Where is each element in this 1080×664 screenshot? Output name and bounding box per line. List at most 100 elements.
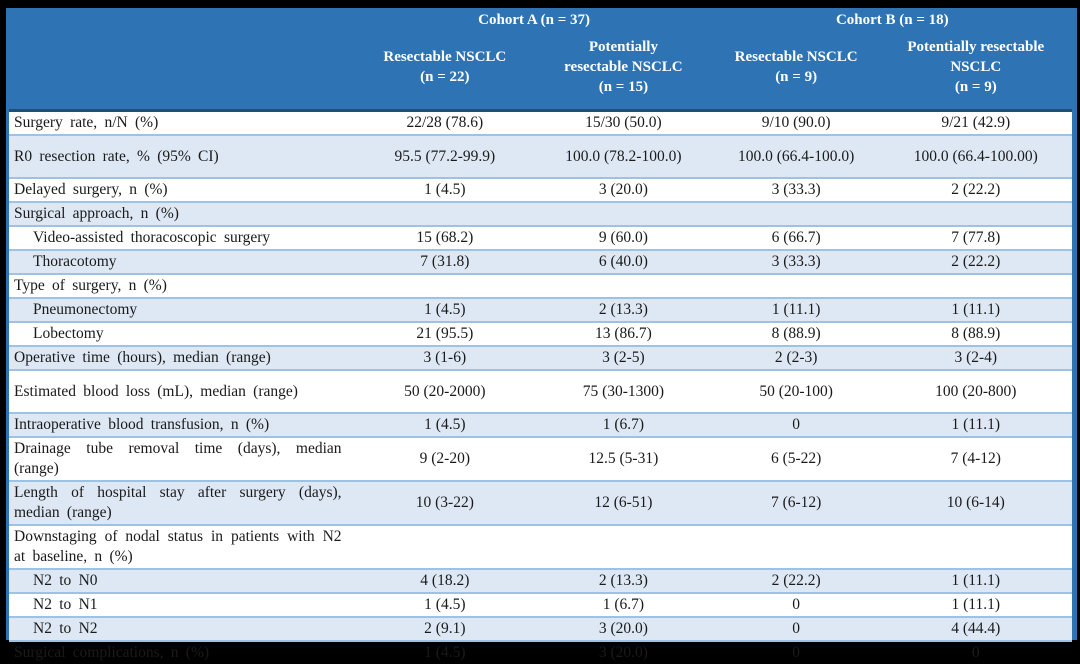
cell-value: 6 (66.7)	[713, 228, 880, 248]
table-row: Surgical approach, n (%)	[9, 201, 1072, 225]
cell-value: 3 (2-5)	[534, 348, 713, 368]
row-label: Thoracotomy	[9, 251, 356, 273]
cell-value: 4 (44.4)	[880, 619, 1072, 639]
cell-value: 7 (31.8)	[356, 252, 535, 272]
cell-value: 100 (20-800)	[880, 382, 1072, 402]
row-label: Surgical approach, n (%)	[9, 203, 356, 225]
cell-value: 1 (11.1)	[880, 300, 1072, 320]
cell-value: 21 (95.5)	[356, 324, 535, 344]
table-row: R0 resection rate, % (95% CI)95.5 (77.2-…	[9, 134, 1072, 177]
cell-value: 1 (11.1)	[880, 571, 1072, 591]
row-label: Type of surgery, n (%)	[9, 275, 356, 297]
row-label: Lobectomy	[9, 323, 356, 345]
cell-value: 12.5 (5-31)	[534, 449, 713, 469]
surgical-outcomes-table: Cohort A (n = 37) Cohort B (n = 18) Rese…	[6, 8, 1077, 640]
row-label: Pneumonectomy	[9, 299, 356, 321]
table-body: Surgery rate, n/N (%)22/28 (78.6)15/30 (…	[9, 112, 1072, 664]
cell-value: 7 (77.8)	[880, 228, 1072, 248]
table-row: Delayed surgery, n (%)1 (4.5)3 (20.0)3 (…	[9, 177, 1072, 201]
column-header-resectable-a: Resectable NSCLC (n = 22)	[356, 47, 535, 87]
table-row: Surgical complications, n (%)1 (4.5)3 (2…	[9, 640, 1072, 664]
row-label: Operative time (hours), median (range)	[9, 347, 356, 369]
cell-value: 13 (86.7)	[534, 324, 713, 344]
cell-value: 3 (1-6)	[356, 348, 535, 368]
cell-value: 75 (30-1300)	[534, 382, 713, 402]
cell-value: 6 (40.0)	[534, 252, 713, 272]
cell-value: 10 (3-22)	[356, 493, 535, 513]
cell-value: 1 (4.5)	[356, 643, 535, 663]
table-row: Length of hospital stay after surgery (d…	[9, 480, 1072, 524]
table-row: Downstaging of nodal status in patients …	[9, 524, 1072, 568]
table-header: Cohort A (n = 37) Cohort B (n = 18) Rese…	[9, 8, 1072, 112]
cell-value: 9 (2-20)	[356, 449, 535, 469]
cell-value: 2 (9.1)	[356, 619, 535, 639]
cell-value: 6 (5-22)	[713, 449, 880, 469]
cell-value: 3 (20.0)	[534, 643, 713, 663]
cell-value: 50 (20-100)	[713, 382, 880, 402]
cell-value: 0	[880, 643, 1072, 663]
cell-value: 15/30 (50.0)	[534, 113, 713, 133]
cell-value: 22/28 (78.6)	[356, 113, 535, 133]
cell-value: 2 (2-3)	[713, 348, 880, 368]
cell-value: 3 (33.3)	[713, 252, 880, 272]
header-spacer	[9, 11, 356, 30]
cell-value: 10 (6-14)	[880, 493, 1072, 513]
column-header-potentially-resectable-a: Potentially resectable NSCLC (n = 15)	[534, 37, 713, 97]
cohort-a-header: Cohort A (n = 37)	[356, 11, 713, 30]
cell-value: 1 (4.5)	[356, 180, 535, 200]
cell-value: 1 (11.1)	[880, 415, 1072, 435]
row-label: Estimated blood loss (mL), median (range…	[9, 381, 356, 403]
cell-value: 8 (88.9)	[880, 324, 1072, 344]
cell-value: 95.5 (77.2-99.9)	[356, 147, 535, 167]
cell-value: 2 (13.3)	[534, 571, 713, 591]
cell-value: 7 (6-12)	[713, 493, 880, 513]
cell-value: 4 (18.2)	[356, 571, 535, 591]
table-row: Drainage tube removal time (days), media…	[9, 436, 1072, 480]
cell-value: 3 (20.0)	[534, 180, 713, 200]
cell-value: 1 (11.1)	[880, 595, 1072, 615]
cohort-header-row: Cohort A (n = 37) Cohort B (n = 18)	[9, 8, 1072, 30]
cell-value: 2 (22.2)	[880, 252, 1072, 272]
row-label: Drainage tube removal time (days), media…	[9, 438, 356, 480]
row-label: N2 to N1	[9, 594, 356, 616]
cell-value: 8 (88.9)	[713, 324, 880, 344]
row-label: Surgical complications, n (%)	[9, 642, 356, 664]
cell-value: 2 (13.3)	[534, 300, 713, 320]
cell-value: 12 (6-51)	[534, 493, 713, 513]
cell-value: 9/10 (90.0)	[713, 113, 880, 133]
cell-value: 15 (68.2)	[356, 228, 535, 248]
cell-value: 2 (22.2)	[713, 571, 880, 591]
cell-value: 1 (4.5)	[356, 415, 535, 435]
table-row: Intraoperative blood transfusion, n (%)1…	[9, 412, 1072, 436]
cell-value: 100.0 (66.4-100.0)	[713, 147, 880, 167]
cell-value: 1 (11.1)	[713, 300, 880, 320]
cell-value: 3 (20.0)	[534, 619, 713, 639]
cell-value: 0	[713, 643, 880, 663]
row-label: Length of hospital stay after surgery (d…	[9, 482, 356, 524]
cell-value: 0	[713, 619, 880, 639]
row-label: Intraoperative blood transfusion, n (%)	[9, 414, 356, 436]
cohort-b-header: Cohort B (n = 18)	[713, 11, 1072, 30]
cell-value: 50 (20-2000)	[356, 382, 535, 402]
row-label: Surgery rate, n/N (%)	[9, 112, 356, 134]
column-header-potentially-resectable-b: Potentially resectable NSCLC (n = 9)	[880, 37, 1072, 97]
cell-value: 1 (6.7)	[534, 595, 713, 615]
cell-value: 100.0 (66.4-100.00)	[880, 147, 1072, 167]
cell-value: 2 (22.2)	[880, 180, 1072, 200]
cell-value: 9/21 (42.9)	[880, 113, 1072, 133]
row-label: N2 to N2	[9, 618, 356, 640]
column-header-resectable-b: Resectable NSCLC (n = 9)	[713, 47, 880, 87]
cell-value: 100.0 (78.2-100.0)	[534, 147, 713, 167]
table-row: Type of surgery, n (%)	[9, 273, 1072, 297]
cell-value: 0	[713, 595, 880, 615]
row-label: R0 resection rate, % (95% CI)	[9, 146, 356, 168]
table-row: Estimated blood loss (mL), median (range…	[9, 369, 1072, 412]
cell-value: 1 (6.7)	[534, 415, 713, 435]
cell-value: 9 (60.0)	[534, 228, 713, 248]
table-row: Operative time (hours), median (range)3 …	[9, 345, 1072, 369]
